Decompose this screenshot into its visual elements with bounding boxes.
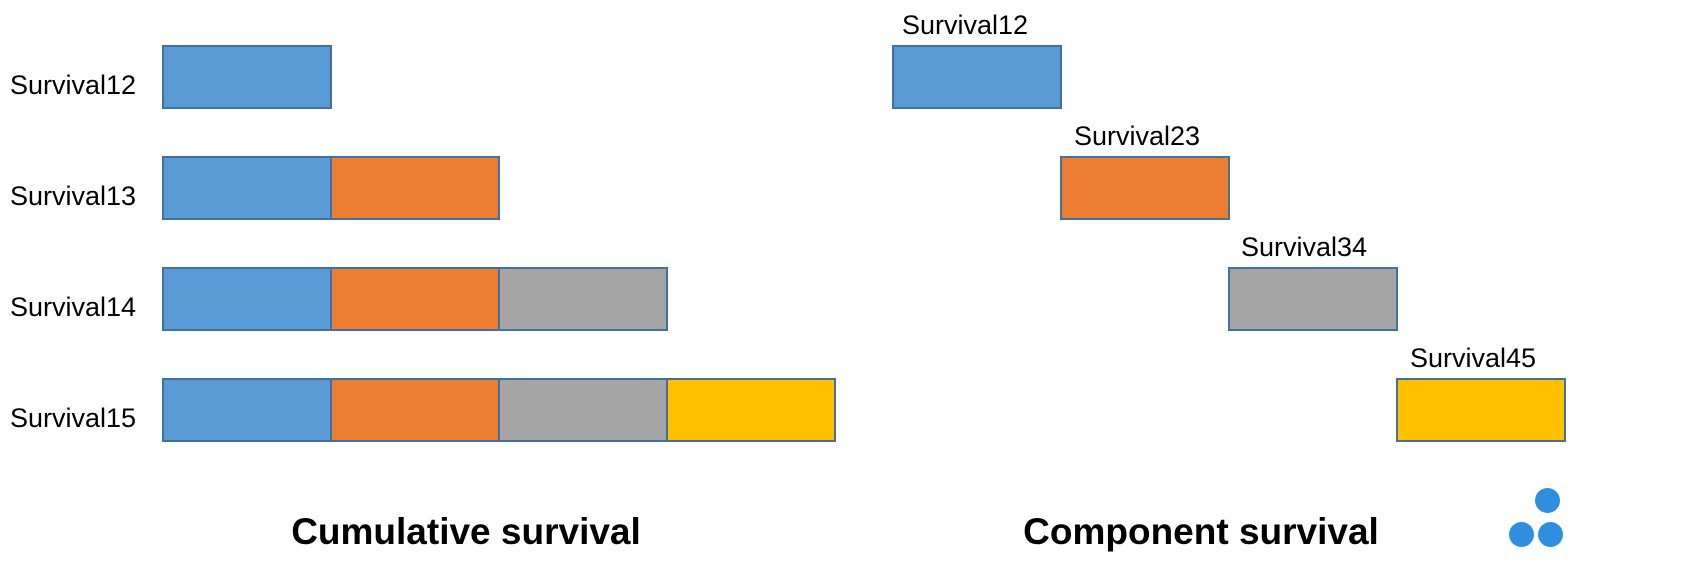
component-bar-survival45: [1396, 378, 1566, 442]
cumulative-row-label-survival12: Survival12: [10, 70, 137, 100]
component-bar-label-survival34: Survival34: [1241, 232, 1368, 262]
cumulative-bar-survival14-segment-1: [162, 267, 332, 331]
logo-icon: [1505, 488, 1565, 564]
cumulative-bar-survival14-segment-2: [330, 267, 500, 331]
component-bar-label-survival45: Survival45: [1410, 343, 1537, 373]
cumulative-bar-survival13-segment-1: [162, 156, 332, 220]
cumulative-bar-survival15-segment-2: [330, 378, 500, 442]
logo-dot-right: [1538, 522, 1563, 547]
cumulative-panel-title: Cumulative survival: [291, 511, 641, 552]
component-bar-survival23: [1060, 156, 1230, 220]
component-bar-survival34: [1228, 267, 1398, 331]
component-panel-title: Component survival: [1023, 511, 1379, 552]
cumulative-bar-survival15-segment-1: [162, 378, 332, 442]
cumulative-bar-survival14-segment-3: [498, 267, 668, 331]
cumulative-bar-survival13-segment-2: [330, 156, 500, 220]
logo-dot-top: [1535, 488, 1560, 513]
cumulative-bar-survival12-segment-1: [162, 45, 332, 109]
cumulative-bar-survival15-segment-4: [666, 378, 836, 442]
cumulative-row-label-survival14: Survival14: [10, 292, 137, 322]
component-bar-label-survival23: Survival23: [1074, 121, 1201, 151]
component-bar-survival12: [892, 45, 1062, 109]
cumulative-row-label-survival13: Survival13: [10, 181, 137, 211]
cumulative-row-label-survival15: Survival15: [10, 403, 137, 433]
component-bar-label-survival12: Survival12: [902, 10, 1029, 40]
cumulative-bar-survival15-segment-3: [498, 378, 668, 442]
logo-dot-left: [1509, 522, 1534, 547]
